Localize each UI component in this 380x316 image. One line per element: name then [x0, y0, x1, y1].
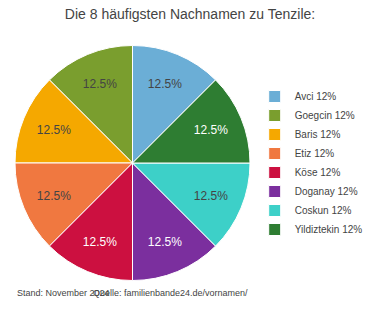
svg-text:12.5%: 12.5%: [37, 189, 71, 203]
svg-text:12.5%: 12.5%: [37, 123, 71, 137]
svg-text:Stand: November 2024: Stand: November 2024: [17, 288, 110, 298]
svg-text:Doganay 12%: Doganay 12%: [295, 186, 358, 197]
svg-text:Yildiztekin 12%: Yildiztekin 12%: [295, 224, 363, 235]
svg-text:Goegcin 12%: Goegcin 12%: [295, 110, 355, 121]
svg-text:12.5%: 12.5%: [148, 235, 182, 249]
svg-text:12.5%: 12.5%: [148, 77, 182, 91]
svg-text:12.5%: 12.5%: [194, 189, 228, 203]
svg-text:Avci 12%: Avci 12%: [295, 91, 337, 102]
svg-text:Etiz 12%: Etiz 12%: [295, 148, 335, 159]
svg-text:12.5%: 12.5%: [83, 77, 117, 91]
svg-text:12.5%: 12.5%: [194, 123, 228, 137]
svg-text:Quelle: familienbande24.de/vor: Quelle: familienbande24.de/vornamen/: [93, 288, 248, 298]
svg-text:Coskun 12%: Coskun 12%: [295, 205, 352, 216]
svg-text:12.5%: 12.5%: [83, 235, 117, 249]
svg-text:Die 8 häufigsten Nachnamen zu: Die 8 häufigsten Nachnamen zu Tenzile:: [65, 6, 315, 22]
svg-text:Baris 12%: Baris 12%: [295, 129, 341, 140]
svg-text:Köse 12%: Köse 12%: [295, 167, 341, 178]
